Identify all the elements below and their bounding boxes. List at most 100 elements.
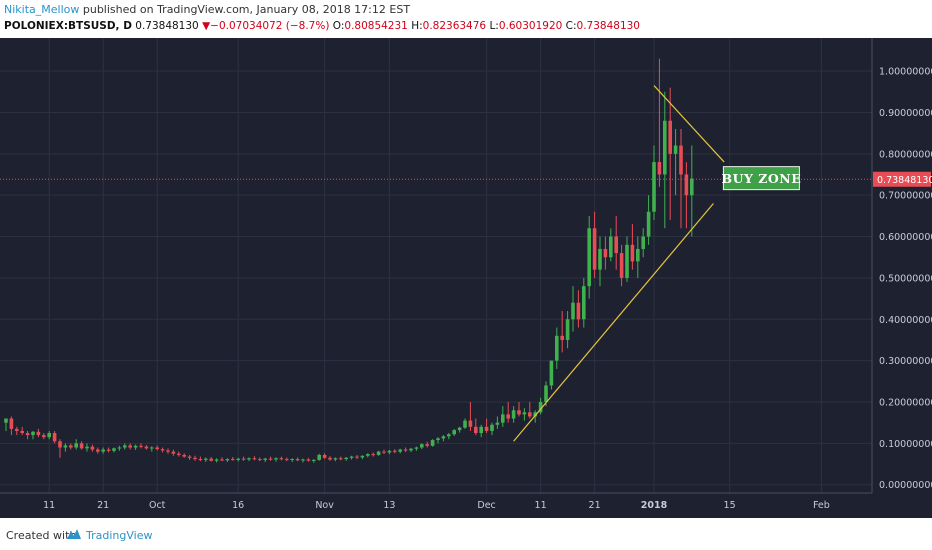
candle-body — [317, 454, 321, 460]
candle-body — [668, 120, 672, 154]
candle-body — [690, 178, 694, 196]
candle-body — [63, 445, 68, 448]
candle-body — [285, 459, 289, 461]
candle-body — [436, 438, 440, 441]
down-arrow-icon: ▼ — [202, 20, 211, 32]
candle-body — [333, 458, 338, 460]
created-with-text: Created with — [6, 529, 77, 542]
candle-body — [555, 335, 559, 361]
candle-body — [101, 449, 105, 452]
x-tick-label: Oct — [149, 500, 166, 511]
open-label: O: — [332, 20, 345, 32]
symbol-label[interactable]: POLONIEX:BTSUSD, D — [4, 20, 132, 32]
y-tick-label: 0.60000000 — [879, 232, 932, 243]
candle-body — [36, 431, 41, 436]
trendline — [513, 203, 714, 442]
candle-body — [609, 236, 613, 258]
candle-body — [441, 436, 446, 439]
x-tick-label: 11 — [43, 500, 55, 511]
y-tick-label: 0.00000000 — [879, 480, 932, 491]
candle-body — [69, 445, 73, 448]
x-tick-label: 15 — [724, 500, 736, 511]
candle-body — [619, 253, 624, 278]
candle-body — [625, 244, 629, 278]
candle-body — [420, 444, 424, 448]
candle-body — [182, 454, 186, 457]
trendline — [653, 85, 725, 163]
candle-body — [522, 412, 527, 415]
y-tick-label: 0.90000000 — [879, 108, 932, 119]
candle-body — [474, 426, 478, 434]
candle-body — [231, 459, 235, 461]
candle-body — [295, 459, 300, 461]
candle-body — [306, 459, 311, 461]
candle-body — [360, 455, 365, 458]
candle-body — [344, 457, 348, 460]
y-tick-label: 0.80000000 — [879, 149, 932, 160]
candle-body — [565, 319, 570, 340]
close-value: 0.73848130 — [576, 20, 640, 32]
high-value: 0.82363476 — [422, 20, 487, 32]
candle-body — [490, 424, 494, 431]
candle-body — [15, 428, 19, 431]
candle-body — [673, 145, 678, 154]
tradingview-brand-link[interactable]: TradingView — [86, 529, 153, 542]
x-tick-label: 13 — [383, 500, 395, 511]
candle-body — [598, 248, 602, 270]
candle-body — [25, 433, 30, 436]
candle-body — [301, 459, 305, 461]
candle-body — [133, 445, 138, 448]
candle-body — [31, 431, 35, 436]
candle-body — [106, 449, 111, 451]
candle-body — [79, 443, 84, 449]
chart-area[interactable]: 1.00000000 0.90000000 0.80000000 0.70000000… — [0, 38, 932, 518]
x-tick-label: 16 — [232, 500, 244, 511]
candle-body — [290, 459, 294, 461]
candle-body — [501, 414, 505, 423]
candle-body — [96, 449, 100, 452]
candle-body — [544, 385, 548, 402]
candle-body — [376, 451, 381, 455]
candle-body — [85, 446, 89, 449]
author-link[interactable]: Nikita_Mellow — [4, 3, 80, 16]
candle-body — [517, 410, 521, 415]
candle-body — [155, 447, 159, 450]
candle-body — [657, 162, 662, 175]
candle-body — [247, 458, 251, 460]
candle-body — [123, 445, 127, 448]
candle-body — [430, 440, 435, 446]
candle-body — [225, 459, 230, 461]
candle-body — [479, 426, 483, 434]
candle-body — [47, 433, 51, 438]
candle-body — [533, 412, 537, 417]
candle-body — [679, 145, 683, 175]
candle-body — [74, 443, 78, 448]
candle-body — [452, 430, 456, 435]
candle-body — [128, 445, 132, 448]
candle-body — [4, 418, 8, 423]
x-tick-label: Feb — [813, 500, 830, 511]
candle-body — [641, 236, 645, 249]
candle-body — [177, 453, 181, 455]
candle-body — [511, 410, 516, 419]
candle-body — [393, 450, 397, 452]
candle-body — [187, 456, 192, 458]
candle-body — [214, 459, 219, 461]
candle-body — [414, 447, 419, 449]
candle-body — [209, 458, 213, 461]
candle-body — [652, 162, 656, 212]
candle-body — [42, 435, 46, 438]
y-tick-label: 0.40000000 — [879, 315, 932, 326]
candle-body — [603, 248, 608, 258]
buy-zone-box — [722, 166, 800, 191]
candle-body — [614, 236, 618, 254]
candle-body — [139, 445, 143, 447]
candle-body — [268, 458, 273, 460]
candle-body — [403, 449, 408, 451]
candle-body — [117, 447, 122, 449]
candle-body — [468, 420, 473, 427]
candlestick-chart[interactable]: 1.00000000 0.90000000 0.80000000 0.70000000… — [0, 38, 932, 518]
candle-body — [166, 450, 170, 452]
candle-body — [52, 433, 57, 442]
x-tick-label: Dec — [477, 500, 495, 511]
